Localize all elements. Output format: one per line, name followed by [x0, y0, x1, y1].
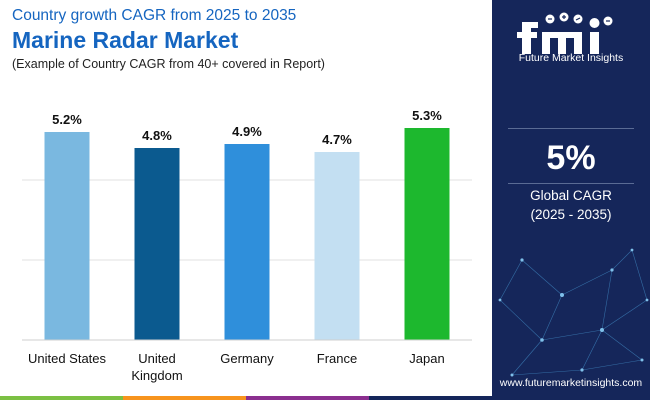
tick-label: France: [317, 351, 357, 366]
tick-label: United Kingdom: [131, 351, 182, 383]
bar-japan: [404, 128, 450, 340]
chart-title: Marine Radar Market: [12, 27, 239, 53]
summary-panel: Future Market Insights 5% Global CAGR (2…: [492, 0, 650, 400]
accent-navy: [369, 396, 492, 400]
bar-france: [314, 152, 360, 340]
chart-header: Country growth CAGR from 2025 to 2035 Ma…: [12, 7, 482, 72]
bar-germany: [224, 144, 270, 340]
chart-note: (Example of Country CAGR from 40+ covere…: [12, 57, 325, 71]
data-label: 4.7%: [322, 132, 352, 147]
tick-label: Germany: [220, 351, 274, 366]
data-label: 4.8%: [142, 128, 172, 143]
chart-subtitle: Country growth CAGR from 2025 to 2035: [12, 7, 297, 24]
bar-chart: 5.2% United States 4.8% United Kingdom 4.9% Ge…: [22, 108, 472, 383]
global-cagr-label: Global CAGR (2025 - 2035): [492, 186, 650, 224]
divider-top: [508, 128, 634, 129]
website-url: www.futuremarketinsights.com: [499, 377, 643, 389]
bar-united-kingdom: [134, 148, 180, 340]
bottom-accent-bar: [0, 396, 492, 400]
global-cagr-label-line1: Global CAGR: [530, 188, 612, 203]
tick-label: Japan: [409, 351, 444, 366]
network-graphic: [498, 248, 649, 377]
fmi-logo: [517, 12, 613, 54]
divider-middle: [508, 183, 634, 184]
accent-purple: [246, 396, 369, 400]
data-label: 4.9%: [232, 124, 262, 139]
accent-orange: [123, 396, 246, 400]
logo-name: Future Market Insights: [518, 52, 624, 64]
global-cagr-period: (2025 - 2035): [530, 207, 612, 222]
data-label: 5.3%: [412, 108, 442, 123]
data-label: 5.2%: [52, 112, 82, 127]
tick-label: United States: [28, 351, 107, 366]
global-cagr-value: 5%: [546, 139, 596, 177]
bar-united-states: [44, 132, 90, 340]
accent-green: [0, 396, 123, 400]
